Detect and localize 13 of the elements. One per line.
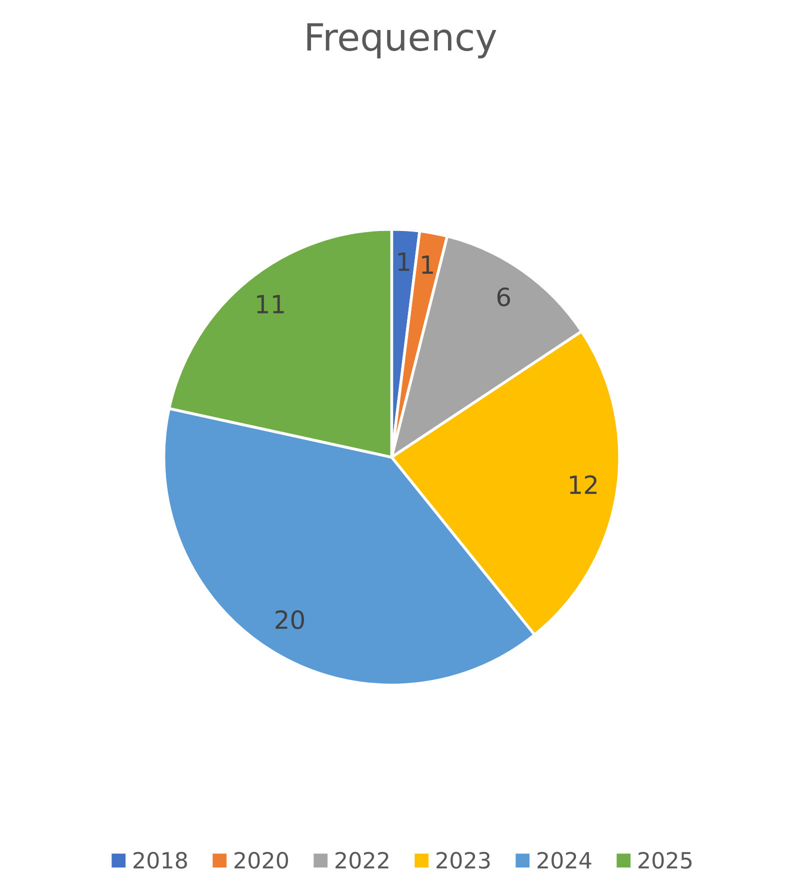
data-label: 20 xyxy=(276,610,304,630)
legend-label: 2023 xyxy=(436,852,490,869)
legend-label: 2018 xyxy=(134,852,187,869)
legend-label: 2022 xyxy=(336,852,388,869)
legend-label: 2025 xyxy=(638,852,692,869)
legend-label: 2020 xyxy=(234,852,288,869)
data-label: 12 xyxy=(570,475,597,494)
data-label: 1 xyxy=(422,255,433,274)
legend-label: 2024 xyxy=(538,852,592,869)
data-label: 1 xyxy=(398,252,410,271)
data-label: 11 xyxy=(257,294,284,314)
data-label: 6 xyxy=(497,287,510,306)
chart-title: Frequency xyxy=(307,23,496,58)
